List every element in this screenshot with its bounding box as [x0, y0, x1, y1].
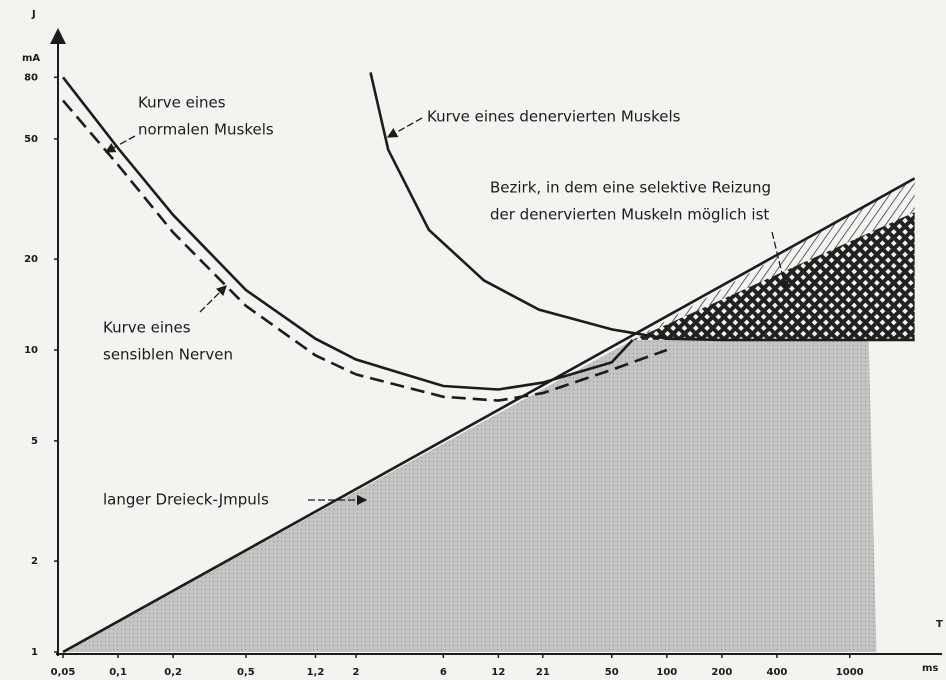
y-tick-label: 50	[24, 134, 38, 145]
x-tick-label: 400	[766, 667, 787, 678]
y-tick-label: 1	[31, 647, 38, 658]
x-tick-label: 1000	[836, 667, 864, 678]
annotation-arrow	[104, 135, 136, 153]
x-tick-label: 0,5	[237, 667, 255, 678]
x-tick-label: 100	[656, 667, 677, 678]
annotation: normalen Muskels	[138, 121, 274, 139]
annotation: der denervierten Muskeln möglich ist	[490, 206, 769, 224]
curve	[369, 72, 915, 342]
x-tick-label: 0,1	[109, 667, 127, 678]
x-unit: ms	[922, 663, 938, 674]
curve	[62, 99, 668, 402]
region-cross	[632, 212, 915, 340]
y-unit: mA	[22, 53, 40, 64]
curve	[62, 177, 916, 654]
annotation-arrow	[199, 285, 227, 313]
annotation: sensiblen Nerven	[103, 346, 233, 364]
x-tick-label: 0,05	[51, 667, 76, 678]
y-tick-label: 5	[31, 436, 38, 447]
y-axis-label: J	[31, 9, 36, 20]
annotation: langer Dreieck-Jmpuls	[103, 491, 269, 509]
y-tick-label: 80	[24, 72, 38, 83]
annotation: Bezirk, in dem eine selektive Reizung	[490, 179, 771, 197]
region-dots	[63, 339, 877, 652]
y-tick-label: 20	[24, 254, 38, 265]
annotation: Kurve eines	[103, 319, 191, 337]
y-tick-label: 2	[31, 556, 38, 567]
y-tick-label: 10	[24, 345, 38, 356]
x-tick-label: 1,2	[307, 667, 325, 678]
x-tick-label: 6	[440, 667, 447, 678]
x-tick-label: 200	[711, 667, 732, 678]
x-tick-label: 0,2	[164, 667, 182, 678]
x-tick-label: 2	[353, 667, 360, 678]
annotation-arrow	[386, 117, 423, 138]
curve	[61, 76, 634, 391]
x-tick-label: 12	[491, 667, 505, 678]
annotation: Kurve eines denervierten Muskels	[427, 108, 681, 126]
x-tick-label: 50	[605, 667, 619, 678]
x-axis-label: T	[936, 619, 943, 630]
annotation: Kurve eines	[138, 94, 226, 112]
x-tick-label: 21	[536, 667, 550, 678]
